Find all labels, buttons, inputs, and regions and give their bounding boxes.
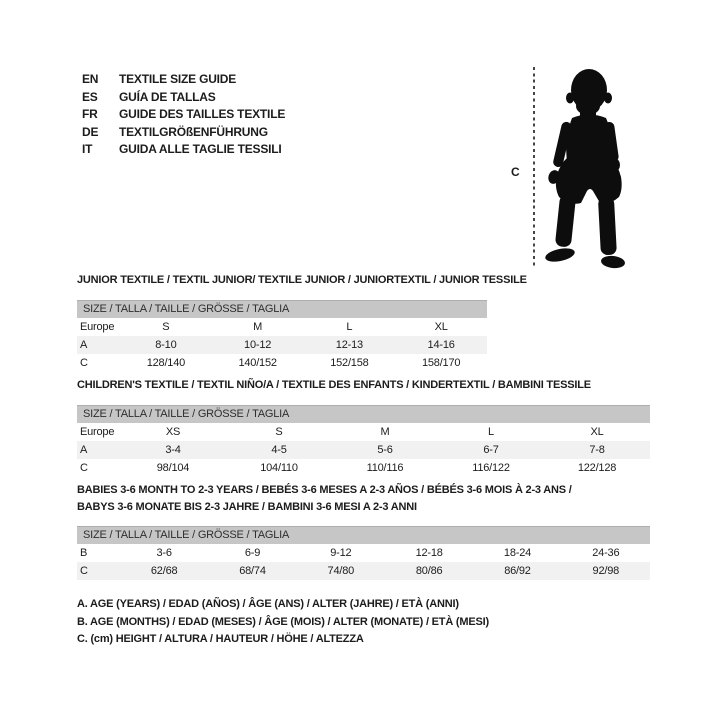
size-cell: 18-24 — [503, 547, 532, 559]
size-cell: 5-6 — [377, 443, 393, 456]
table-row: Europe XS S M L XL — [77, 423, 650, 441]
row-label: Europe — [80, 425, 115, 438]
babies-textile-table: BABIES 3-6 MONTH TO 2-3 YEARS / BEBÉS 3-… — [77, 482, 650, 580]
row-label: A — [80, 443, 88, 456]
size-cell: XL — [434, 320, 448, 333]
language-title: TEXTILE SIZE GUIDE — [119, 72, 237, 86]
table-row: B 3-6 6-9 9-12 12-18 18-24 24-36 — [77, 544, 650, 562]
table-title: CHILDREN'S TEXTILE / TEXTIL NIÑO/A / TEX… — [77, 377, 650, 394]
size-cell: 6-7 — [483, 443, 499, 456]
size-cell: 98/104 — [156, 461, 190, 474]
language-code: ES — [82, 89, 98, 104]
size-cell: 116/122 — [472, 461, 510, 474]
table-title-line: BABIES 3-6 MONTH TO 2-3 YEARS / BEBÉS 3-… — [77, 484, 572, 496]
size-cell: 4-5 — [271, 443, 287, 456]
row-label: Europe — [80, 320, 115, 333]
language-row: FR GUIDE DES TAILLES TEXTILE — [82, 106, 285, 124]
language-list: EN TEXTILE SIZE GUIDE ES GUÍA DE TALLAS FR GU… — [82, 71, 285, 159]
size-cell: 80/86 — [415, 565, 443, 577]
size-cell: 3-4 — [165, 443, 181, 456]
toddler-silhouette-icon — [545, 69, 625, 269]
table-title-line: CHILDREN'S TEXTILE / TEXTIL NIÑO/A / TEX… — [77, 379, 591, 391]
language-title: GUIDE DES TAILLES TEXTILE — [119, 107, 286, 122]
row-label: A — [80, 338, 88, 351]
size-cell: XL — [590, 425, 604, 438]
size-cell: XS — [165, 425, 181, 438]
legend-line: B. AGE (MONTHS) / EDAD (MESES) / ÂGE (MO… — [77, 615, 489, 628]
language-code: IT — [82, 142, 93, 157]
table-title: BABIES 3-6 MONTH TO 2-3 YEARS / BEBÉS 3-… — [77, 482, 650, 515]
row-label: C — [80, 461, 88, 474]
size-cell: 6-9 — [244, 547, 261, 559]
size-cell: 10-12 — [244, 338, 272, 351]
size-cell: 158/170 — [421, 356, 461, 369]
row-label: C — [80, 356, 88, 369]
size-cell: M — [253, 320, 263, 333]
size-cell: 122/128 — [577, 461, 617, 474]
height-measure-label: C — [511, 165, 520, 179]
size-cell: 9-12 — [330, 547, 352, 559]
size-header-bar: SIZE / TALLA / TAILLE / GRÖSSE / TAGLIA — [77, 299, 487, 318]
language-code: DE — [82, 124, 99, 139]
language-row: EN TEXTILE SIZE GUIDE — [82, 71, 285, 89]
size-cell: 110/116 — [366, 461, 404, 474]
table-row: A 3-4 4-5 5-6 6-7 7-8 — [77, 440, 650, 459]
table-row: Europe S M L XL — [77, 318, 487, 336]
table-title-line: JUNIOR TEXTILE / TEXTIL JUNIOR/ TEXTILE … — [77, 274, 527, 286]
size-cell: 62/68 — [150, 565, 178, 577]
size-cell: 14-16 — [427, 338, 455, 351]
size-cell: 140/152 — [238, 356, 277, 369]
language-title: GUÍA DE TALLAS — [119, 89, 216, 104]
size-cell: 12-18 — [415, 547, 443, 559]
table-title: JUNIOR TEXTILE / TEXTIL JUNIOR/ TEXTILE … — [77, 272, 527, 289]
size-cell: 152/158 — [330, 356, 369, 369]
table-row: C 62/68 68/74 74/80 80/86 86/92 92/98 — [77, 562, 650, 580]
measurement-legend: A. AGE (YEARS) / EDAD (AÑOS) / ÂGE (ANS)… — [77, 596, 489, 649]
size-cell: 92/98 — [592, 565, 620, 577]
row-label: C — [80, 565, 88, 577]
language-row: ES GUÍA DE TALLAS — [82, 89, 285, 107]
size-cell: S — [162, 320, 170, 333]
size-cell: M — [380, 425, 390, 438]
junior-textile-table: JUNIOR TEXTILE / TEXTIL JUNIOR/ TEXTILE … — [77, 272, 527, 372]
language-row: DE TEXTILGRÖßENFÜHRUNG — [82, 124, 285, 142]
table-row: C 98/104 104/110 110/116 116/122 122/128 — [77, 459, 650, 477]
size-cell: L — [346, 320, 353, 333]
language-title: TEXTILGRÖßENFÜHRUNG — [119, 124, 268, 139]
language-row: IT GUIDA ALLE TAGLIE TESSILI — [82, 141, 285, 159]
legend-line: A. AGE (YEARS) / EDAD (AÑOS) / ÂGE (ANS)… — [77, 598, 459, 610]
size-cell: 8-10 — [155, 338, 177, 351]
table-row: C 128/140 140/152 152/158 158/170 — [77, 354, 487, 372]
size-cell: 24-36 — [592, 547, 620, 559]
language-code: EN — [82, 72, 99, 86]
language-title: GUIDA ALLE TAGLIE TESSILI — [119, 142, 282, 157]
size-cell: L — [488, 425, 494, 438]
size-header-bar: SIZE / TALLA / TAILLE / GRÖSSE / TAGLIA — [77, 526, 650, 544]
size-cell: 3-6 — [156, 547, 173, 559]
size-cell: 12-13 — [335, 338, 363, 351]
legend-line: C. (cm) HEIGHT / ALTURA / HAUTEUR / HÖHE… — [77, 633, 364, 646]
row-label: B — [80, 547, 88, 559]
size-cell: 68/74 — [239, 565, 266, 577]
table-title-line: BABYS 3-6 MONATE BIS 2-3 JAHRE / BAMBINI… — [77, 500, 417, 513]
size-cell: S — [275, 425, 283, 438]
size-header-bar: SIZE / TALLA / TAILLE / GRÖSSE / TAGLIA — [77, 404, 650, 423]
height-measure-dashed-line — [533, 67, 535, 268]
size-cell: 7-8 — [589, 443, 605, 456]
size-cell: 74/80 — [327, 565, 355, 577]
size-cell: 128/140 — [146, 356, 186, 369]
childrens-textile-table: CHILDREN'S TEXTILE / TEXTIL NIÑO/A / TEX… — [77, 377, 650, 477]
size-cell: 104/110 — [260, 461, 298, 474]
size-cell: 86/92 — [504, 565, 531, 577]
language-code: FR — [82, 107, 98, 122]
table-row: A 8-10 10-12 12-13 14-16 — [77, 335, 487, 354]
